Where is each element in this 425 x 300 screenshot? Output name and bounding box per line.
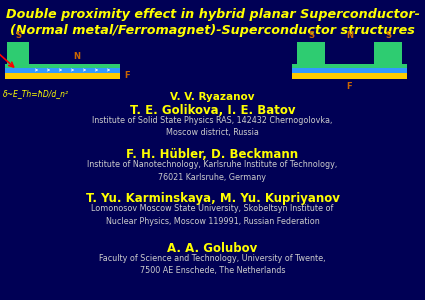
Text: N: N (73, 52, 80, 61)
Bar (7, 42, 29, 64)
Bar (297, 42, 325, 64)
Text: Institute of Solid State Physics RAS, 142432 Chernogolovka,
Moscow district, Rus: Institute of Solid State Physics RAS, 14… (92, 116, 333, 137)
Bar (5, 64, 120, 68)
Text: F: F (347, 82, 352, 91)
Text: S: S (385, 31, 391, 40)
Text: S: S (308, 31, 314, 40)
Bar (292, 64, 407, 68)
Text: A. A. Golubov: A. A. Golubov (167, 242, 258, 255)
Text: Faculty of Science and Technology, University of Twente,
7500 AE Enschede, The N: Faculty of Science and Technology, Unive… (99, 254, 326, 275)
Text: Institute of Nanotechnology, Karlsruhe Institute of Technology,
76021 Karlsruhe,: Institute of Nanotechnology, Karlsruhe I… (88, 160, 337, 182)
Text: F. H. Hübler, D. Beckmann: F. H. Hübler, D. Beckmann (126, 148, 298, 161)
Text: Double proximity effect in hybrid planar Superconductor-: Double proximity effect in hybrid planar… (6, 8, 419, 21)
Bar (374, 42, 402, 64)
Text: T. E. Golikova, I. E. Batov: T. E. Golikova, I. E. Batov (130, 104, 295, 117)
Bar (292, 73, 407, 79)
Bar (292, 68, 407, 73)
Text: (Normal metal/Ferromagnet)-Superconductor structures: (Normal metal/Ferromagnet)-Superconducto… (10, 24, 415, 37)
Text: T. Yu. Karminskaya, M. Yu. Kupriyanov: T. Yu. Karminskaya, M. Yu. Kupriyanov (85, 192, 340, 205)
Text: Lomonosov Moscow State University, Skobeltsyn Institute of
Nuclear Physics, Mosc: Lomonosov Moscow State University, Skobe… (91, 204, 334, 226)
Text: V. V. Ryazanov: V. V. Ryazanov (170, 92, 255, 102)
Text: δ~E_Th=ħD/d_n²: δ~E_Th=ħD/d_n² (3, 89, 69, 98)
Text: N: N (346, 31, 353, 40)
Text: S: S (15, 31, 21, 40)
Bar (5, 73, 120, 79)
Text: F: F (124, 70, 130, 80)
Bar (5, 68, 120, 73)
